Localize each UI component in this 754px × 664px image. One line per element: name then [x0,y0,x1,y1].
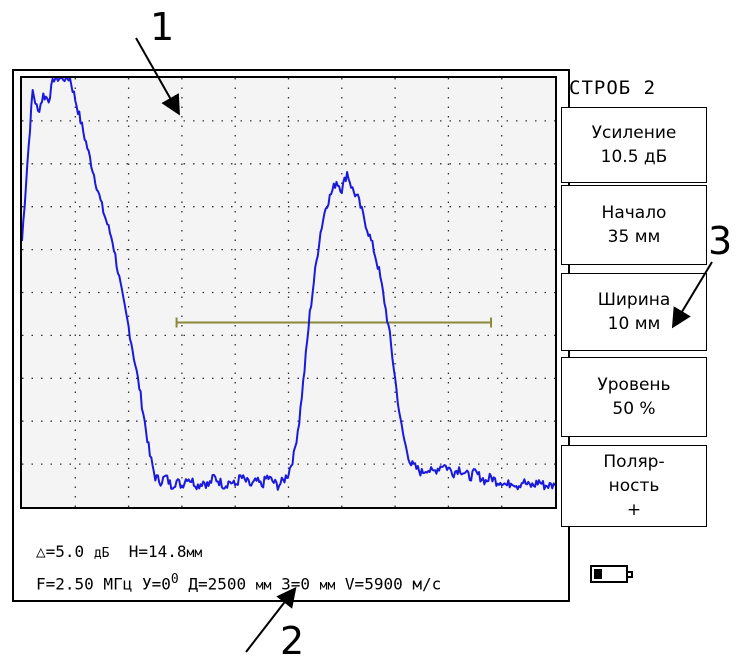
battery-fill [594,569,602,579]
distance-unit: мм [255,578,272,594]
delta-symbol: △ [36,542,46,561]
h-unit: мм [186,546,203,561]
delta-unit: дБ [93,546,110,561]
velocity-unit: м/с [412,574,442,594]
width-button[interactable]: Ширина 10 мм [561,273,707,351]
a-scan-screen [20,76,557,509]
gain-button[interactable]: Усиление 10.5 дБ [561,107,707,183]
width-value: 10 мм [607,314,661,334]
frequency-value: F=2.50 МГц [36,574,133,594]
polarity-button[interactable]: Поляр- ность + [561,445,707,527]
callout-1-label: 1 [150,5,175,49]
delta-value: =5.0 [45,542,85,561]
polarity-label-1: Поляр- [603,452,665,472]
callout-1-arrow [135,37,180,116]
menu-title: СТРОБ 2 [569,77,657,99]
width-label: Ширина [597,290,671,310]
polarity-value: + [626,500,642,520]
callout-3-arrow [671,261,713,329]
flaw-detector-display: СТРОБ 2 Усиление 10.5 дБ Начало 35 мм Ши… [12,69,707,602]
angle-value: У=0 [141,574,171,594]
start-value: 35 мм [607,227,661,247]
start-label: Начало [601,203,667,223]
callout-3-label: 3 [708,219,733,263]
level-label: Уровень [597,375,671,395]
angle-degree: 0 [170,572,179,587]
a-scan-trace [22,78,555,491]
polarity-label-2: ность [608,476,660,496]
status-line-1: △=5.0 дБ H=14.8мм [36,539,441,567]
callout-2-arrow [245,586,297,653]
h-value: H=14.8 [128,542,187,561]
status-line-2: F=2.50 МГц У=00 Д=2500 мм З=0 мм V=5900 … [36,567,441,599]
start-button[interactable]: Начало 35 мм [561,185,707,265]
battery-tip [628,571,633,578]
level-value: 50 % [612,399,656,419]
z-unit: мм [319,578,336,594]
distance-value: Д=2500 [188,574,247,594]
level-button[interactable]: Уровень 50 % [561,357,707,437]
callout-2-label: 2 [280,619,305,663]
velocity-value: V=5900 [344,574,403,594]
gain-value: 10.5 дБ [600,147,668,167]
battery-icon [590,565,633,583]
a-scan-chart [22,78,555,507]
status-bar: △=5.0 дБ H=14.8мм F=2.50 МГц У=00 Д=2500… [36,539,441,599]
gain-label: Усиление [591,123,677,143]
